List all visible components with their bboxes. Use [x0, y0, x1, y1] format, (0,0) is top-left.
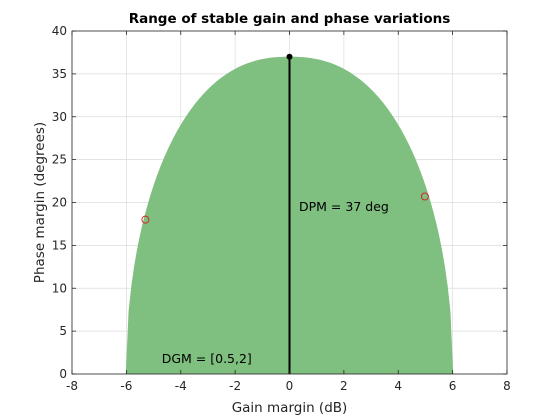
y-tick-label: 25 [52, 153, 67, 167]
y-tick-label: 5 [59, 324, 67, 338]
y-tick-label: 10 [52, 281, 67, 295]
x-tick-label: -8 [66, 379, 78, 393]
annotations: DPM = 37 deg DGM = [0.5,2] [162, 199, 389, 366]
annotation-label: DGM = [0.5,2] [162, 351, 252, 366]
x-tick-label: -6 [120, 379, 132, 393]
margin-marker [420, 192, 429, 201]
x-tick-label: -2 [229, 379, 241, 393]
axis-ticks: -8 -6 -4 -2 0 2 4 6 8 0 5 10 15 20 25 30 35 40 [52, 24, 511, 393]
y-tick-label: 0 [59, 367, 67, 381]
x-tick-label: 2 [340, 379, 348, 393]
x-tick-label: 0 [286, 379, 294, 393]
y-tick-label: 35 [52, 67, 67, 81]
annotation-label: DPM = 37 deg [299, 199, 389, 214]
x-axis-label: Gain margin (dB) [232, 400, 348, 416]
x-tick-label: 8 [503, 379, 511, 393]
margin-marker [141, 215, 150, 224]
chart-title: Range of stable gain and phase variation… [129, 11, 451, 27]
peak-marker [286, 53, 293, 60]
x-tick-label: 6 [449, 379, 457, 393]
y-tick-label: 40 [52, 24, 67, 38]
y-axis-label: Phase margin (degrees) [32, 122, 48, 283]
x-tick-label: 4 [394, 379, 402, 393]
x-tick-label: -4 [175, 379, 187, 393]
y-tick-label: 20 [52, 196, 67, 210]
y-tick-label: 15 [52, 238, 67, 252]
y-tick-label: 30 [52, 110, 67, 124]
markers [141, 53, 429, 224]
